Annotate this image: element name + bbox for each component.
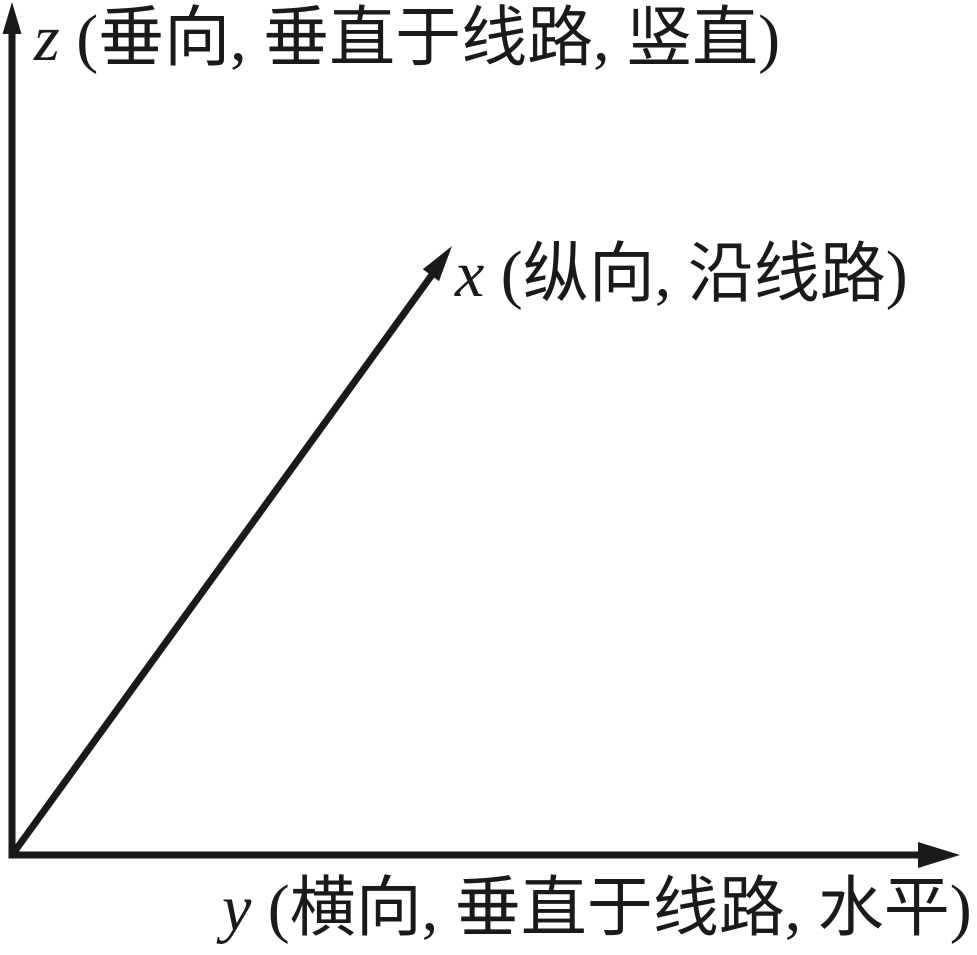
x-axis-line: [9, 269, 437, 858]
x-axis-letter: x: [455, 238, 485, 311]
x-axis-description: (纵向, 沿线路): [484, 238, 908, 311]
z-axis-letter: z: [34, 2, 60, 75]
y-axis-letter: y: [222, 872, 252, 945]
y-axis-arrowhead-icon: [918, 842, 960, 868]
x-axis-arrowhead-icon: [422, 246, 452, 282]
z-axis-arrowhead-icon: [2, 2, 22, 34]
x-axis-label: x (纵向, 沿线路): [455, 240, 908, 309]
y-axis-description: (横向, 垂直于线路, 水平): [251, 872, 972, 945]
z-axis-label: z (垂向, 垂直于线路, 竖直): [34, 4, 780, 73]
y-axis-label: y (横向, 垂直于线路, 水平): [222, 874, 972, 943]
z-axis-description: (垂向, 垂直于线路, 竖直): [59, 2, 781, 75]
